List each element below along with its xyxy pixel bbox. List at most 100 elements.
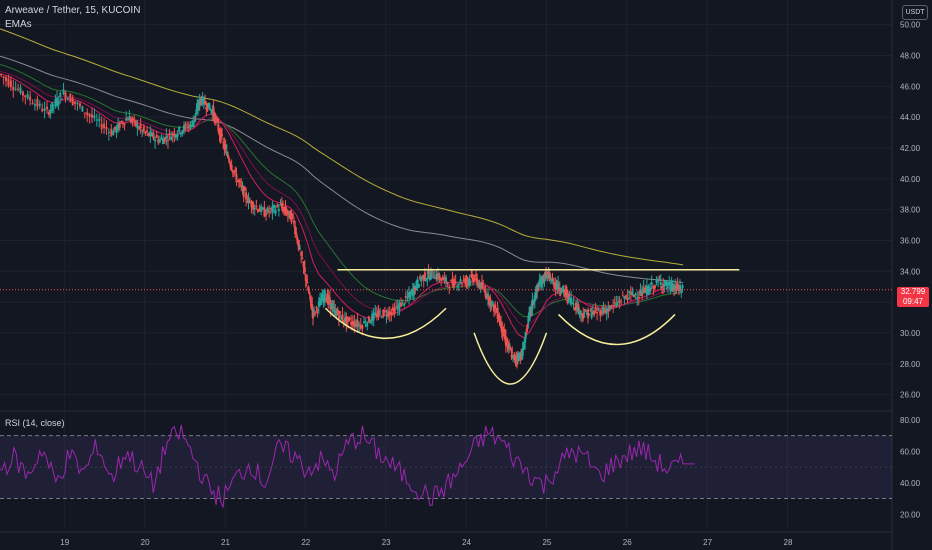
candle-body xyxy=(294,226,297,235)
candle-body xyxy=(641,291,644,296)
candle-body xyxy=(181,130,184,134)
candle-body xyxy=(113,126,116,130)
candle-body xyxy=(388,311,391,315)
candle-body xyxy=(532,299,535,305)
candle-body xyxy=(588,314,591,316)
candle-body xyxy=(315,306,318,308)
candle-body xyxy=(76,103,79,105)
candle-body xyxy=(332,306,335,310)
candle-body xyxy=(306,282,309,284)
candle-body xyxy=(526,325,529,329)
y-tick-label: 46.00 xyxy=(900,82,921,91)
candle-body xyxy=(587,309,590,319)
candle-body xyxy=(409,292,412,299)
candle-body xyxy=(197,107,200,111)
candle-body xyxy=(665,281,668,286)
candle-body xyxy=(462,279,465,281)
x-tick-label: 26 xyxy=(623,538,632,547)
candle-body xyxy=(173,133,176,137)
candle-body xyxy=(546,274,549,279)
candle-body xyxy=(664,281,667,284)
candle-body xyxy=(435,274,438,280)
candle-body xyxy=(74,101,77,105)
bar-countdown: 09:47 xyxy=(902,297,924,306)
candle-body xyxy=(163,137,166,142)
candle-body xyxy=(41,109,44,112)
candle-body xyxy=(550,281,553,283)
rsi-label[interactable]: RSI (14, close) xyxy=(5,418,65,428)
candle-body xyxy=(312,311,315,319)
x-tick-label: 22 xyxy=(301,538,310,547)
candle-body xyxy=(578,311,581,315)
candle-body xyxy=(429,272,432,280)
candle-body xyxy=(604,310,607,313)
candle-body xyxy=(350,321,353,325)
candle-body xyxy=(255,205,258,208)
candle-body xyxy=(202,98,205,104)
candle-body xyxy=(195,109,198,115)
candle-body xyxy=(128,116,131,121)
candle-body xyxy=(512,354,515,359)
candle-body xyxy=(602,307,605,312)
candle-body xyxy=(36,99,39,107)
candle-body xyxy=(593,310,596,315)
candle-body xyxy=(320,300,323,305)
candle-body xyxy=(322,295,325,303)
candle-body xyxy=(419,276,422,280)
candle-body xyxy=(432,277,435,279)
candle-body xyxy=(245,192,248,200)
currency-button[interactable]: USDT xyxy=(902,5,928,20)
candle-body xyxy=(570,298,573,304)
candle-body xyxy=(673,287,676,289)
candle-body xyxy=(572,303,575,305)
candle-body xyxy=(568,294,571,296)
indicator-label[interactable]: EMAs xyxy=(5,19,32,30)
ema-line xyxy=(0,73,684,339)
ema-line xyxy=(0,55,684,284)
candle-body xyxy=(246,201,249,203)
candle-body xyxy=(285,210,288,215)
candle-body xyxy=(483,290,486,292)
candle-body xyxy=(543,278,546,282)
candle-body xyxy=(107,131,110,134)
candle-body xyxy=(403,303,406,306)
candle-body xyxy=(629,292,632,295)
candle-body xyxy=(133,118,136,120)
x-tick-label: 23 xyxy=(382,538,391,547)
candle-body xyxy=(158,140,161,142)
candle-body xyxy=(295,232,298,236)
candle-body xyxy=(677,287,680,289)
candle-body xyxy=(142,126,145,132)
candle-body xyxy=(380,317,383,319)
candle-body xyxy=(491,301,494,303)
candle-body xyxy=(162,138,165,145)
candle-body xyxy=(204,101,207,105)
y-tick-label: 34.00 xyxy=(900,267,921,276)
candle-body xyxy=(591,311,594,315)
candle-body xyxy=(165,135,168,139)
candle-body xyxy=(242,185,245,198)
candle-body xyxy=(613,302,616,304)
candle-body xyxy=(213,112,216,123)
candle-body xyxy=(168,133,171,135)
candle-body xyxy=(217,124,220,132)
candle-body xyxy=(657,280,660,282)
candle-body xyxy=(367,316,370,322)
candle-body xyxy=(19,87,22,94)
candle-body xyxy=(676,283,679,290)
pattern-arc xyxy=(324,307,447,339)
candle-body xyxy=(387,311,390,317)
candle-body xyxy=(421,275,424,277)
candle-body xyxy=(488,296,491,304)
grid xyxy=(0,0,893,550)
candle-body xyxy=(0,74,3,76)
candle-body xyxy=(653,285,656,289)
candle-body xyxy=(214,118,217,120)
candle-body xyxy=(292,220,295,224)
candle-body xyxy=(461,283,464,285)
candle-body xyxy=(309,295,312,302)
candle-body xyxy=(220,133,223,137)
candle-body xyxy=(286,212,289,215)
candle-body xyxy=(62,89,65,95)
